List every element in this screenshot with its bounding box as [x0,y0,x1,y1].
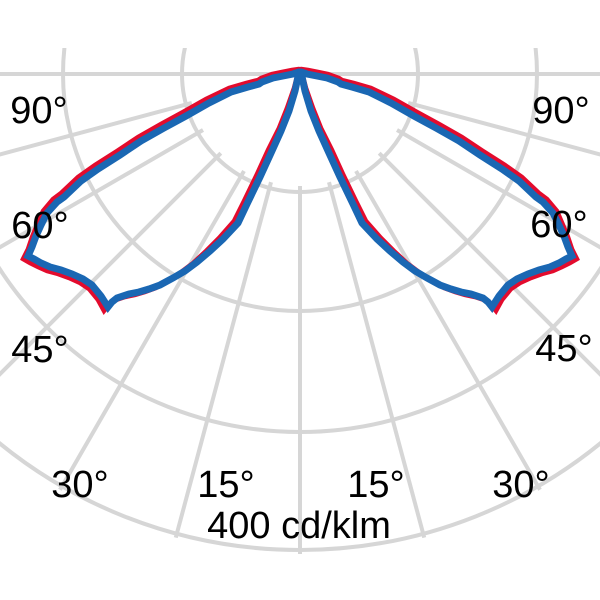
angle-label: 30° [492,464,549,506]
curve-c90-plane [23,68,577,314]
grid-radial-15-left [173,181,273,539]
curve-right-wing [297,68,577,314]
grid-radial-30-right [354,169,542,491]
unit-scale-label: 400 cd/klm [207,505,391,547]
angle-label: 45° [535,328,592,370]
angle-label: 15° [347,464,404,506]
grid-radial-75-left [0,101,193,157]
angle-label: 60° [11,205,68,247]
grid-radial-75-right [407,101,600,157]
grid-radial-15-right [327,181,427,539]
angle-label: 90° [532,90,589,132]
label-layer: 90° 90° 60° 60° 45° 45° 30° 30° 15° 15°400 cd/klm [10,90,592,547]
grid-radial-30-left [58,169,246,491]
curve-left-wing [23,68,303,314]
angle-label: 30° [51,464,108,506]
angle-label: 90° [10,90,67,132]
angle-label: 60° [530,204,587,246]
angle-label: 45° [11,329,68,371]
angle-label: 15° [197,464,254,506]
